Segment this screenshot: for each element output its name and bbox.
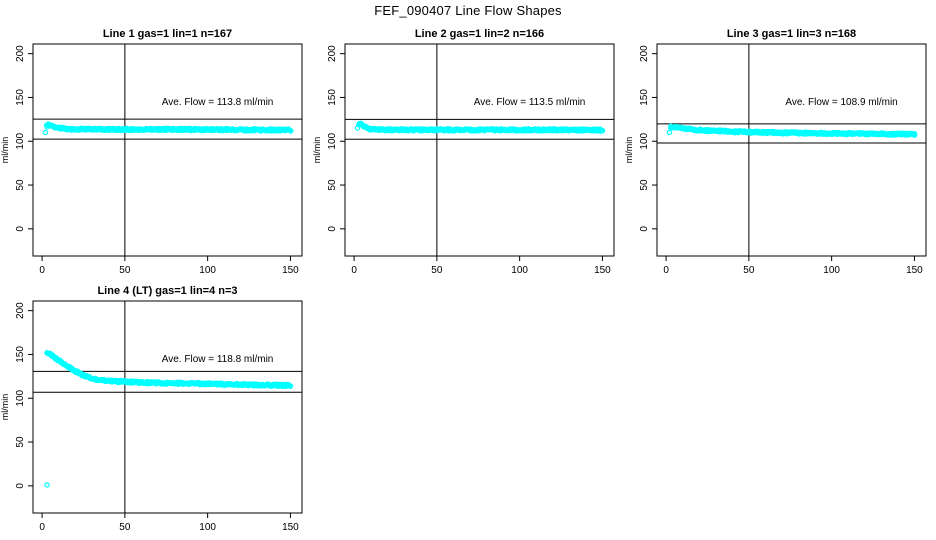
y-tick-label: 100 [639,132,650,149]
y-axis-label: ml/min [312,137,322,164]
y-tick-label: 200 [15,302,26,319]
x-tick-label: 50 [431,265,443,276]
subplot-svg: Line 1 gas=1 lin=1 n=167 0 50 100 150 0 50 100 1… [0,28,303,276]
y-tick-label: 150 [15,89,26,106]
x-tick-label: 0 [39,265,45,276]
x-tick-label: 50 [119,265,131,276]
x-tick-label: 50 [743,265,755,276]
subplot-line-2: Line 2 gas=1 lin=2 n=166 0 50 100 150 0 50 100 1… [312,26,624,283]
y-tick-label: 100 [15,389,26,406]
y-axis-label: ml/min [624,137,634,164]
subplot-line-3: Line 3 gas=1 lin=3 n=168 0 50 100 150 0 50 100 1… [624,26,936,283]
subplot-title: Line 4 (LT) gas=1 lin=4 n=3 [97,285,237,297]
y-tick-label: 50 [15,436,26,448]
y-axis-label: ml/min [0,394,10,421]
y-tick-label: 0 [639,226,650,232]
data-points [356,120,606,134]
subplot-svg: Line 4 (LT) gas=1 lin=4 n=3 0 50 100 150 0 50 1… [0,285,303,533]
y-tick-label: 50 [15,179,26,191]
x-tick-label: 50 [119,522,131,533]
y-tick-label: 50 [327,179,338,191]
avg-flow-annotation: Ave. Flow = 113.5 ml/min [474,97,586,108]
x-tick-label: 100 [199,522,216,533]
x-tick-label: 0 [351,265,357,276]
data-points [44,121,294,134]
y-tick-label: 100 [327,132,338,149]
y-tick-label: 200 [327,45,338,62]
y-tick-label: 0 [15,483,26,489]
x-tick-label: 150 [594,265,611,276]
y-tick-label: 150 [15,346,26,363]
y-axis-label: ml/min [0,137,10,164]
y-tick-label: 0 [15,226,26,232]
y-tick-label: 200 [639,45,650,62]
plot-box [344,43,615,257]
plot-box [32,300,303,514]
plot-box [32,43,303,257]
data-points [44,350,294,390]
subplot-title: Line 2 gas=1 lin=2 n=166 [415,28,544,40]
outlier-point [354,125,361,131]
subplot-svg: Line 2 gas=1 lin=2 n=166 0 50 100 150 0 50 100 1… [312,28,615,276]
x-tick-label: 150 [282,522,299,533]
subplot-title: Line 1 gas=1 lin=1 n=167 [103,28,232,40]
avg-flow-annotation: Ave. Flow = 113.8 ml/min [162,97,274,108]
x-tick-label: 0 [39,522,45,533]
subplot-svg: Line 3 gas=1 lin=3 n=168 0 50 100 150 0 50 100 1… [624,28,927,276]
y-tick-label: 50 [639,179,650,191]
figure-title: FEF_090407 Line Flow Shapes [374,3,562,18]
plot-box [656,43,927,257]
outlier-point [666,129,673,136]
avg-flow-annotation: Ave. Flow = 108.9 ml/min [785,97,897,108]
subplot-title: Line 3 gas=1 lin=3 n=168 [727,28,856,40]
x-tick-label: 150 [282,265,299,276]
subplot-line-1: Line 1 gas=1 lin=1 n=167 0 50 100 150 0 50 100 1… [0,26,312,283]
x-tick-label: 150 [906,265,923,276]
x-tick-label: 100 [823,265,840,276]
data-points [668,123,918,138]
y-tick-label: 0 [327,226,338,232]
outlier-point [44,482,50,488]
x-tick-label: 100 [199,265,216,276]
x-tick-label: 100 [511,265,528,276]
outlier-point [42,129,49,136]
y-tick-label: 150 [639,89,650,106]
avg-flow-annotation: Ave. Flow = 118.8 ml/min [162,354,274,365]
x-tick-label: 0 [663,265,669,276]
y-tick-label: 100 [15,132,26,149]
y-tick-label: 150 [327,89,338,106]
subplot-line-4: Line 4 (LT) gas=1 lin=4 n=3 0 50 100 150 0 50 1… [0,283,312,540]
y-tick-label: 200 [15,45,26,62]
